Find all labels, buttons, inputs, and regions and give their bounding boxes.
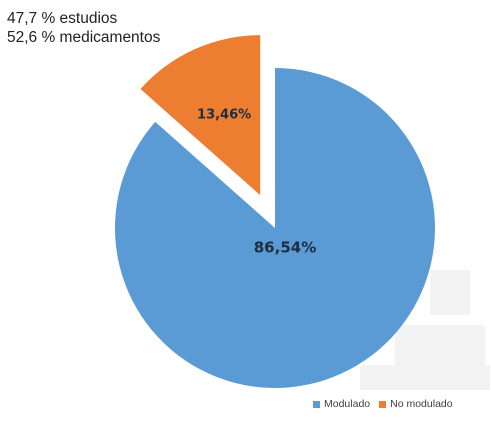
background-panel bbox=[395, 325, 485, 365]
pie-slice-no-modulado bbox=[140, 35, 261, 196]
legend-label: Modulado bbox=[324, 398, 371, 410]
legend-swatch bbox=[379, 400, 387, 408]
pie-slice-modulado bbox=[115, 68, 436, 388]
note-medications: 52,6 % medicamentos bbox=[7, 29, 161, 46]
note-studies: 47,7 % estudios bbox=[7, 10, 118, 27]
legend-swatch bbox=[313, 400, 320, 408]
data-label-modulado: 86,54% bbox=[254, 239, 316, 257]
legend-item-no-modulado: No modulado bbox=[379, 398, 453, 410]
chart-legend: Modulado No modulado bbox=[313, 398, 462, 410]
data-label-no-modulado: 13,46% bbox=[197, 107, 251, 122]
background-panel bbox=[360, 365, 490, 390]
legend-item-modulado: Modulado bbox=[313, 398, 370, 410]
legend-label: No modulado bbox=[390, 398, 453, 410]
background-panel bbox=[430, 270, 470, 315]
